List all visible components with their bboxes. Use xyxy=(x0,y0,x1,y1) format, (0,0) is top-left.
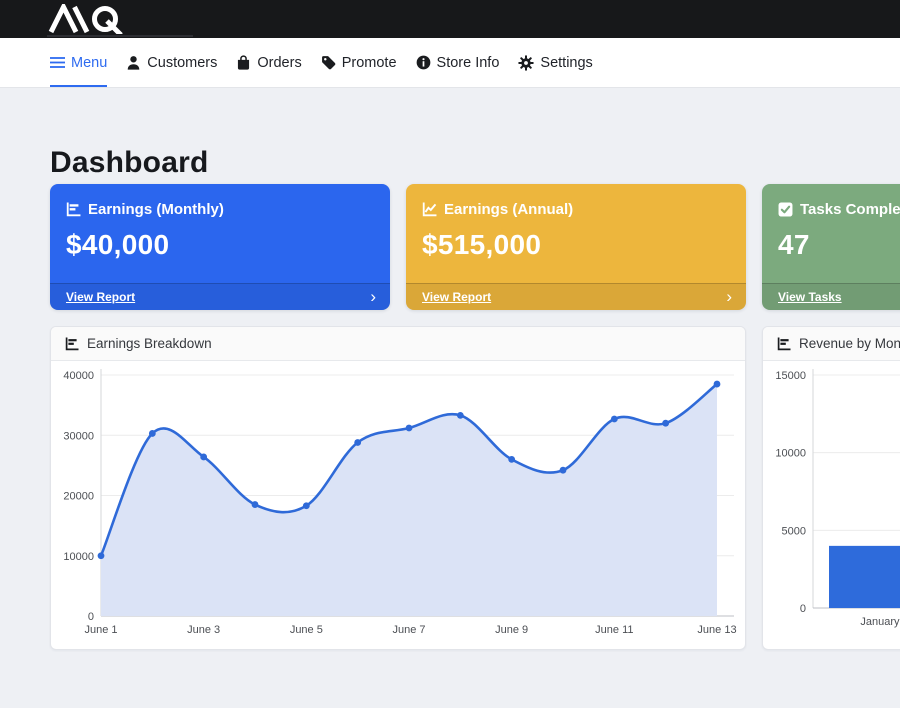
top-app-bar xyxy=(0,0,900,38)
page-title: Dashboard xyxy=(50,146,209,179)
chart-title: Revenue by Month xyxy=(799,336,900,351)
svg-text:June 3: June 3 xyxy=(187,624,220,636)
stat-card-tasks-completed: Tasks Completed 47 View Tasks › xyxy=(762,184,900,310)
line-chart-icon xyxy=(422,202,437,217)
nav-item-settings[interactable]: Settings xyxy=(518,38,593,87)
stat-footer-label: View Report xyxy=(66,290,136,304)
view-report-link[interactable]: View Report › xyxy=(50,283,390,310)
stat-footer-label: View Report xyxy=(422,290,492,304)
nav-item-menu[interactable]: Menu xyxy=(50,38,108,87)
svg-text:40000: 40000 xyxy=(63,370,94,382)
svg-text:0: 0 xyxy=(88,611,94,623)
earnings-breakdown-chart: 0 10000 20000 30000 40000 June 1 June 3 June 5 J… xyxy=(63,369,737,636)
nav-item-label: Customers xyxy=(147,54,218,71)
hamburger-icon xyxy=(50,57,65,68)
stat-card-value: $515,000 xyxy=(422,229,542,260)
nav-item-customers[interactable]: Customers xyxy=(126,38,217,87)
view-tasks-link[interactable]: View Tasks › xyxy=(762,283,900,310)
shopping-bag-icon xyxy=(238,55,250,70)
check-square-icon xyxy=(778,202,793,217)
user-icon xyxy=(127,56,140,70)
nav-item-label: Orders xyxy=(257,54,302,71)
svg-text:June 11: June 11 xyxy=(595,624,633,636)
svg-text:30000: 30000 xyxy=(63,430,94,442)
svg-text:June 7: June 7 xyxy=(392,624,425,636)
revenue-by-month-card: Revenue by Month 0 5000 10000 15000 January xyxy=(762,326,900,650)
earnings-breakdown-card: Earnings Breakdown 0 10000 20000 30000 40000… xyxy=(50,326,746,650)
svg-text:5000: 5000 xyxy=(782,525,806,537)
nav-item-label: Store Info xyxy=(436,54,500,71)
bar-chart-icon xyxy=(65,337,79,350)
main-navigation: Menu Customers Orders Promote Store Info xyxy=(0,38,900,88)
svg-text:January: January xyxy=(860,616,900,628)
stat-footer-label: View Tasks xyxy=(778,290,842,304)
revenue-by-month-header: Revenue by Month xyxy=(763,327,900,361)
bar-chart-icon xyxy=(777,337,791,350)
logo-underline xyxy=(47,35,193,37)
stat-card-value: 47 xyxy=(778,229,810,260)
tag-icon xyxy=(321,56,335,70)
chevron-right-icon: › xyxy=(370,286,376,306)
stat-card-title: Tasks Completed xyxy=(800,201,900,218)
stat-card-title: Earnings (Annual) xyxy=(444,201,574,218)
svg-text:20000: 20000 xyxy=(63,491,94,503)
nav-item-label: Menu xyxy=(71,54,108,71)
earnings-breakdown-header: Earnings Breakdown xyxy=(51,327,745,361)
chart-title: Earnings Breakdown xyxy=(87,336,212,351)
revenue-by-month-chart: 0 5000 10000 15000 January xyxy=(775,369,900,628)
stat-card-title: Earnings (Monthly) xyxy=(88,201,224,218)
stat-card-value: $40,000 xyxy=(66,229,170,260)
view-report-link[interactable]: View Report › xyxy=(406,283,746,310)
stat-card-earnings-monthly: Earnings (Monthly) $40,000 View Report › xyxy=(50,184,390,310)
svg-text:June 5: June 5 xyxy=(290,624,323,636)
stat-card-earnings-annual: Earnings (Annual) $515,000 View Report › xyxy=(406,184,746,310)
bar-chart-icon xyxy=(66,202,81,217)
svg-text:June 13: June 13 xyxy=(697,624,736,636)
svg-text:0: 0 xyxy=(800,603,806,615)
nav-item-label: Promote xyxy=(341,54,397,71)
gear-icon xyxy=(518,54,535,71)
svg-text:15000: 15000 xyxy=(775,370,806,382)
nav-item-label: Settings xyxy=(540,54,593,71)
svg-text:10000: 10000 xyxy=(775,448,806,460)
nav-item-promote[interactable]: Promote xyxy=(321,38,397,87)
aq-logo xyxy=(48,4,123,34)
nav-item-orders[interactable]: Orders xyxy=(236,38,302,87)
svg-text:June 1: June 1 xyxy=(84,624,117,636)
nav-item-store-info[interactable]: Store Info xyxy=(416,38,500,87)
chevron-right-icon: › xyxy=(726,286,732,306)
svg-text:June 9: June 9 xyxy=(495,624,528,636)
info-icon xyxy=(416,55,430,70)
svg-text:10000: 10000 xyxy=(63,551,94,563)
